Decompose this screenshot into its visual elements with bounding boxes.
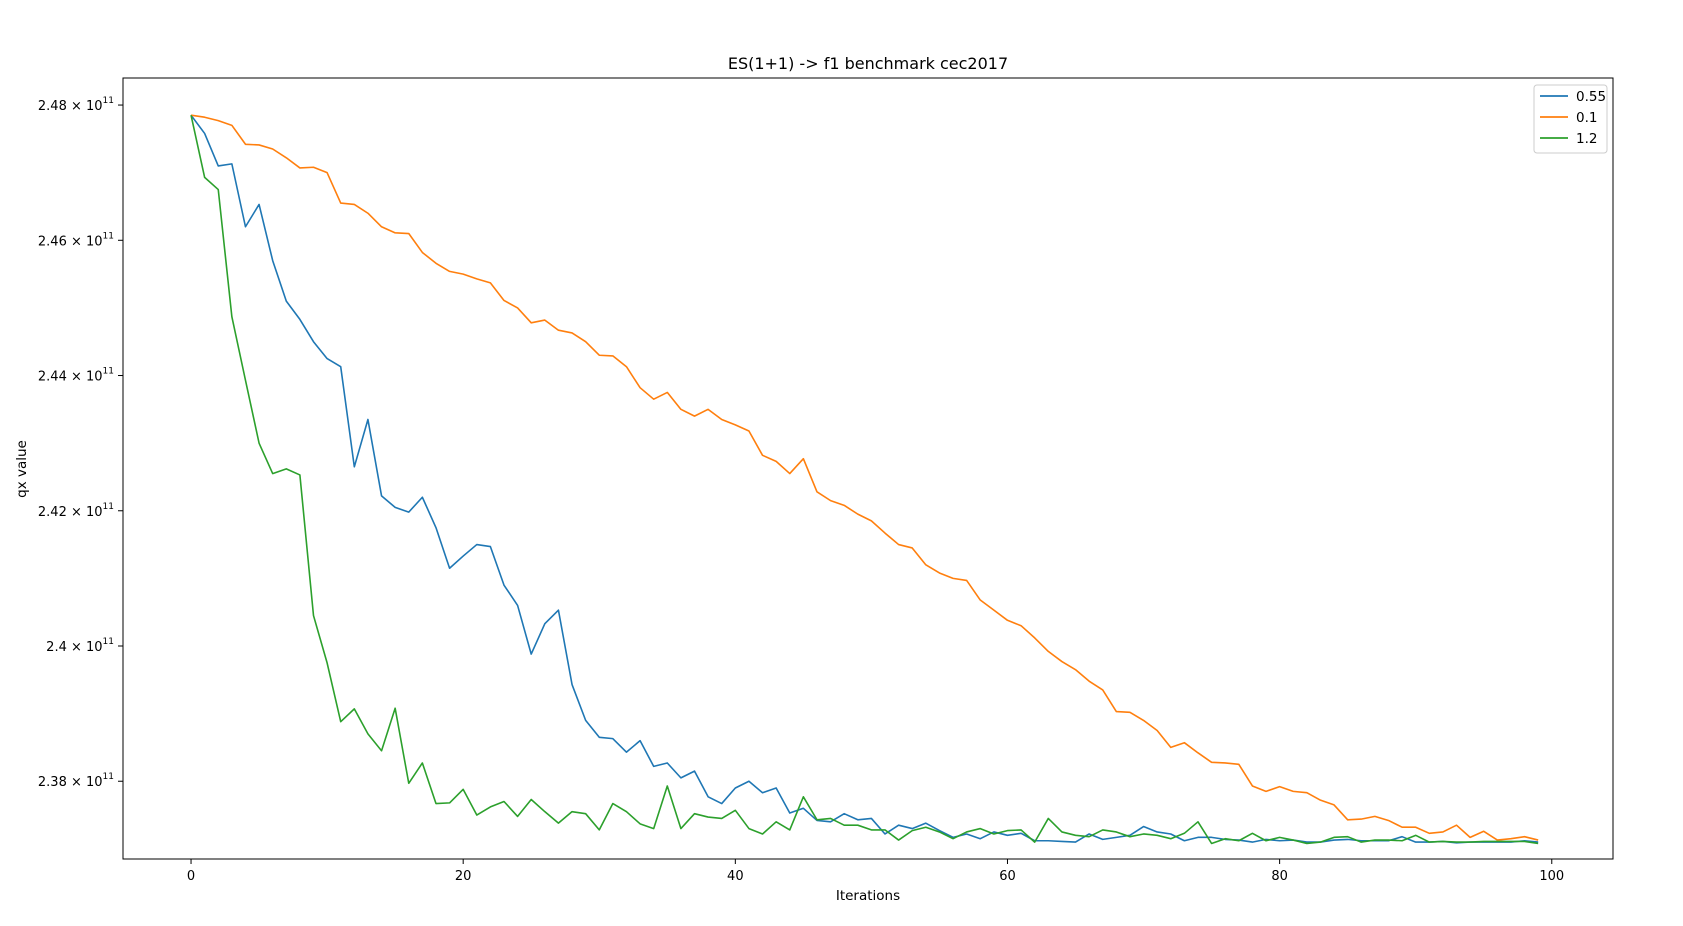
series-line-0: [190, 114, 1539, 844]
y-axis-label: qx value: [14, 440, 30, 498]
legend-box: [1533, 84, 1608, 154]
y-tick-label: 2.46 × 1011: [38, 231, 114, 249]
x-tick-label: 20: [455, 869, 472, 884]
x-tick-label: 40: [727, 869, 744, 884]
plot-frame: [122, 77, 1614, 860]
legend-label: 1.2: [1576, 131, 1597, 147]
plot-lines: [190, 114, 1539, 845]
y-tick-label: 2.44 × 1011: [38, 367, 114, 385]
x-axis-label: Iterations: [836, 888, 900, 904]
y-tick-label: 2.38 × 1011: [38, 772, 114, 790]
y-tick-label: 2.4 × 1011: [46, 637, 114, 655]
legend-label: 0.55: [1576, 89, 1606, 105]
y-axis-ticks: 2.38 × 1011 2.4 × 1011 2.42 × 1011 2.44 × 1…: [38, 96, 123, 790]
legend-label: 0.1: [1576, 110, 1597, 126]
x-axis-ticks: 0 20 40 60 80 100: [187, 859, 1564, 884]
chart-title: ES(1+1) -> f1 benchmark cec2017: [728, 54, 1008, 73]
y-tick-label: 2.42 × 1011: [38, 502, 114, 520]
series-line-2: [190, 115, 1539, 845]
series-line-1: [190, 114, 1539, 841]
legend: 0.55 0.1 1.2: [1533, 84, 1608, 154]
x-tick-label: 80: [1271, 869, 1288, 884]
x-tick-label: 0: [187, 869, 195, 884]
x-tick-label: 60: [999, 869, 1016, 884]
y-tick-label: 2.48 × 1011: [38, 96, 114, 114]
x-tick-label: 100: [1539, 869, 1564, 884]
